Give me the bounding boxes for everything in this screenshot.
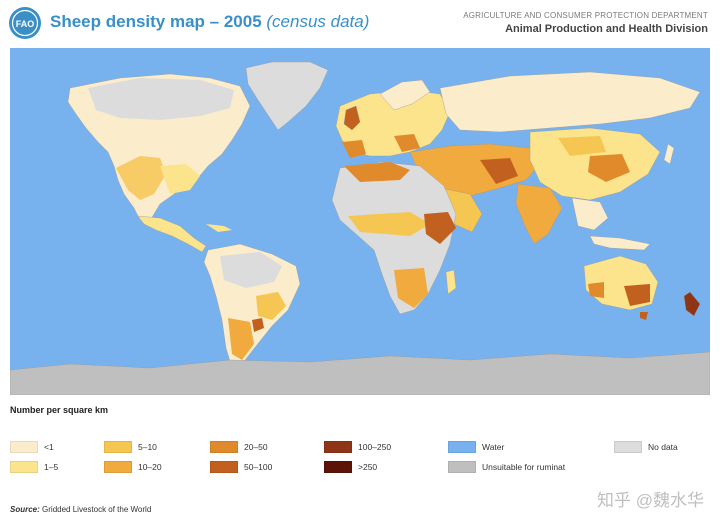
legend: Number per square km <1 1–5 5–10 10–20 2… bbox=[10, 405, 710, 485]
legend-item-20-50: 20–50 bbox=[210, 441, 268, 453]
legend-item-lt1: <1 bbox=[10, 441, 54, 453]
legend-item-1-5: 1–5 bbox=[10, 461, 58, 473]
legend-item-water: Water bbox=[448, 441, 504, 453]
title-main: Sheep density map – 2005 bbox=[50, 12, 262, 31]
china-north-density bbox=[588, 154, 630, 182]
sw-australia-density bbox=[588, 282, 604, 298]
argentina-density bbox=[228, 318, 254, 360]
title-sub: (census data) bbox=[266, 12, 370, 31]
new-zealand bbox=[683, 291, 701, 317]
scandinavia bbox=[379, 79, 431, 111]
uruguay-density bbox=[252, 318, 264, 332]
legend-swatch bbox=[448, 461, 476, 473]
legend-swatch bbox=[210, 441, 238, 453]
world-map bbox=[10, 48, 710, 395]
legend-label: Unsuitable for ruminat bbox=[482, 462, 566, 472]
india bbox=[515, 183, 563, 245]
legend-item-5-10: 5–10 bbox=[104, 441, 157, 453]
antarctica bbox=[10, 351, 710, 395]
legend-item-10-20: 10–20 bbox=[104, 461, 162, 473]
department-block: AGRICULTURE AND CONSUMER PROTECTION DEPA… bbox=[463, 11, 708, 35]
department-name: AGRICULTURE AND CONSUMER PROTECTION DEPA… bbox=[463, 11, 708, 20]
legend-label: 10–20 bbox=[138, 462, 162, 472]
legend-label: Water bbox=[482, 442, 505, 452]
legend-label: 50–100 bbox=[244, 462, 273, 472]
header: FAO Sheep density map – 2005 (census dat… bbox=[0, 0, 720, 44]
legend-item-no-data: No data bbox=[614, 441, 678, 453]
japan bbox=[663, 143, 675, 165]
southern-africa-density bbox=[394, 268, 428, 308]
source-text: Gridded Livestock of the World bbox=[42, 505, 152, 514]
us-west-density bbox=[116, 156, 166, 200]
legend-label: 100–250 bbox=[358, 442, 392, 452]
sahel-density bbox=[348, 212, 430, 236]
division-name: Animal Production and Health Division bbox=[505, 23, 708, 35]
se-australia-density bbox=[624, 284, 650, 306]
iran-density bbox=[480, 158, 518, 184]
legend-label: 1–5 bbox=[44, 462, 59, 472]
balkans-density bbox=[394, 134, 420, 152]
legend-swatch bbox=[614, 441, 642, 453]
source-line: Source: Gridded Livestock of the World bbox=[10, 505, 151, 514]
tasmania bbox=[640, 312, 648, 320]
mongolia-density bbox=[558, 136, 606, 156]
legend-item-gt250: >250 bbox=[324, 461, 377, 473]
legend-label: <1 bbox=[44, 442, 54, 452]
legend-swatch bbox=[10, 461, 38, 473]
source-label: Source: bbox=[10, 505, 40, 514]
legend-swatch bbox=[324, 441, 352, 453]
amazon-nodata bbox=[220, 252, 282, 288]
legend-label: 20–50 bbox=[244, 442, 268, 452]
madagascar bbox=[445, 269, 457, 295]
brazil-south-density bbox=[256, 292, 286, 320]
legend-item-100-250: 100–250 bbox=[324, 441, 391, 453]
uk-ireland bbox=[343, 105, 361, 131]
horn-of-africa-density bbox=[424, 212, 456, 244]
greenland bbox=[245, 61, 329, 131]
legend-swatch bbox=[104, 441, 132, 453]
map-title: Sheep density map – 2005 (census data) bbox=[50, 12, 369, 32]
legend-swatch bbox=[104, 461, 132, 473]
russia bbox=[439, 71, 701, 133]
watermark: 知乎 @魏水华 bbox=[597, 491, 704, 510]
legend-swatch bbox=[10, 441, 38, 453]
legend-swatch bbox=[324, 461, 352, 473]
legend-item-unsuitable: Unsuitable for ruminat bbox=[448, 461, 565, 473]
legend-label: No data bbox=[648, 442, 678, 452]
svg-text:FAO: FAO bbox=[16, 19, 35, 29]
legend-label: 5–10 bbox=[138, 442, 157, 452]
us-central-density bbox=[160, 164, 200, 194]
na-north-nodata bbox=[88, 78, 234, 120]
fao-logo: FAO bbox=[9, 7, 41, 39]
legend-swatch bbox=[210, 461, 238, 473]
legend-item-50-100: 50–100 bbox=[210, 461, 272, 473]
caribbean bbox=[206, 224, 232, 232]
legend-title: Number per square km bbox=[10, 405, 109, 415]
legend-label: >250 bbox=[358, 462, 378, 472]
indonesia bbox=[589, 235, 651, 251]
central-america bbox=[137, 215, 207, 253]
legend-swatch bbox=[448, 441, 476, 453]
world-map-svg bbox=[10, 61, 710, 395]
north-africa-density bbox=[344, 162, 410, 182]
southeast-asia bbox=[571, 197, 609, 231]
iberia-density bbox=[342, 140, 366, 158]
